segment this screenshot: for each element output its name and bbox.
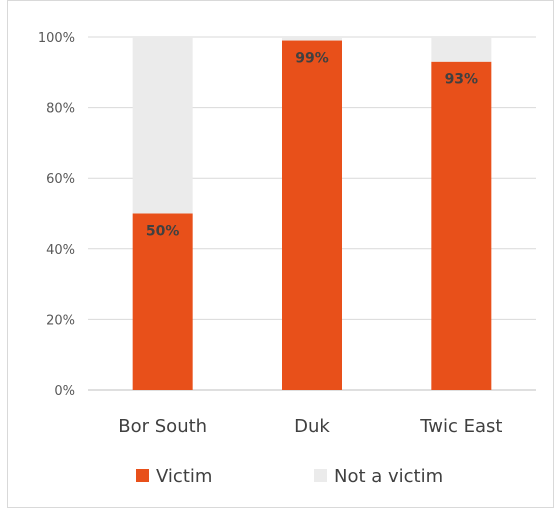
legend-label: Victim <box>156 466 212 487</box>
bar-victim <box>132 213 193 390</box>
category-label: Twic East <box>419 416 502 437</box>
y-tick-label: 20% <box>46 313 75 328</box>
bar-not-a-victim <box>132 37 193 214</box>
y-tick-label: 60% <box>46 172 75 187</box>
bar-not-a-victim <box>431 37 492 62</box>
chart-frame: 0% 20% 40% 60% 80% 100% 50% 99% 93% Bor South Du… <box>7 0 554 508</box>
y-tick-label: 100% <box>38 31 75 46</box>
data-label: 99% <box>295 51 329 67</box>
y-tick-label: 0% <box>54 384 75 399</box>
x-axis-labels: Bor South Duk Twic East <box>118 416 502 437</box>
legend: Victim Not a victim <box>136 466 443 487</box>
legend-swatch-not-a-victim <box>314 469 327 482</box>
legend-swatch-victim <box>136 469 149 482</box>
data-label: 93% <box>445 72 479 88</box>
y-tick-label: 40% <box>46 243 75 258</box>
bars: 50% 99% 93% <box>132 37 492 391</box>
category-label: Bor South <box>118 416 207 437</box>
category-label: Duk <box>294 416 330 437</box>
stacked-bar-chart: 0% 20% 40% 60% 80% 100% 50% 99% 93% Bor South Du… <box>38 31 536 487</box>
legend-label: Not a victim <box>334 466 443 487</box>
bar-not-a-victim <box>282 37 342 41</box>
bar-victim <box>282 40 342 390</box>
y-axis-labels: 0% 20% 40% 60% 80% 100% <box>38 31 75 399</box>
bar-victim <box>431 61 492 391</box>
data-label: 50% <box>146 224 180 240</box>
y-tick-label: 80% <box>46 102 75 117</box>
